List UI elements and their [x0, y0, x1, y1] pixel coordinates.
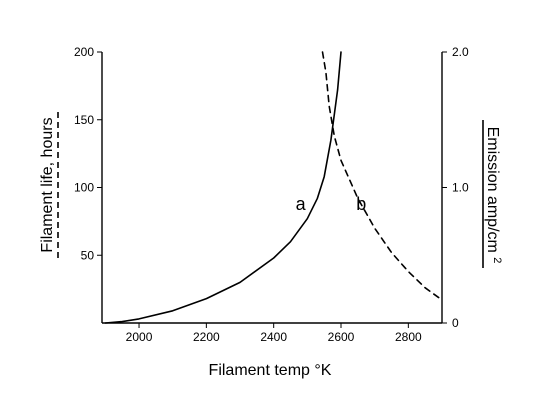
chart-axes — [101, 52, 443, 324]
y-axis-left-title: Filament life, hours — [39, 117, 56, 252]
y-axis-right-title-text: Emission amp/cm — [484, 127, 501, 253]
y-axis-right-title: Emission amp/cm 2 — [484, 127, 503, 264]
series-line-a — [104, 51, 342, 324]
y-left-tick-label: 200 — [74, 45, 94, 59]
x-tick-label: 2200 — [193, 330, 220, 344]
x-tick-label: 2000 — [126, 330, 153, 344]
y-right-tick-label: 1.0 — [452, 181, 469, 195]
x-axis-title: Filament temp °K — [209, 362, 332, 379]
y-left-tick-label: 50 — [81, 248, 95, 262]
y-right-tick-label: 0 — [452, 316, 459, 330]
y-axis-right-title-superscript: 2 — [491, 257, 503, 263]
chart-series — [104, 51, 443, 324]
x-tick-label: 2400 — [260, 330, 287, 344]
series-line-b — [321, 51, 443, 301]
y-left-tick-label: 100 — [74, 181, 94, 195]
x-tick-label: 2600 — [328, 330, 355, 344]
x-tick-label: 2800 — [395, 330, 422, 344]
curve-label-a: a — [296, 194, 307, 214]
y-left-tick-label: 150 — [74, 113, 94, 127]
curve-label-b: b — [356, 194, 366, 214]
y-right-tick-label: 2.0 — [452, 45, 469, 59]
